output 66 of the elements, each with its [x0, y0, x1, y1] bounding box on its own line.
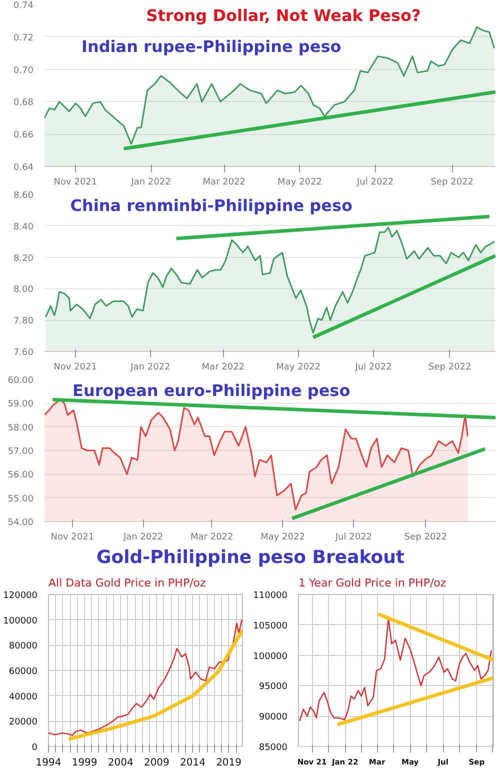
x-tick-label: Sep 2022 [428, 362, 472, 372]
x-tick-label: May 2022 [260, 532, 305, 542]
y-tick-label: 55.00 [8, 494, 34, 504]
x-tick-label: 2014 [180, 758, 206, 768]
y-tick-label: 110000 [253, 591, 288, 601]
x-tick-label: Nov 2021 [50, 532, 94, 542]
y-tick-label: 0.72 [13, 33, 34, 44]
chart-subtitle: All Data Gold Price in PHP/oz [48, 576, 206, 590]
chart-subtitle: 1 Year Gold Price in PHP/oz [298, 576, 446, 590]
y-tick-label: 0.70 [13, 66, 34, 76]
y-tick-label: 90000 [258, 712, 288, 723]
line-series [66, 628, 242, 741]
y-tick-label: 85000 [258, 743, 288, 753]
y-tick-label: 58.00 [8, 423, 34, 434]
x-tick-label: May 2022 [276, 362, 321, 372]
x-tick-label: May 2022 [278, 178, 322, 188]
x-tick-label: Jul 2022 [356, 178, 394, 188]
y-tick-label: 20000 [8, 718, 38, 728]
y-tick-label: 8.60 [13, 191, 34, 201]
x-tick-label: 2009 [144, 758, 170, 768]
y-tick-label: 56.00 [8, 470, 34, 481]
x-tick-label: 2019 [216, 758, 242, 768]
x-tick-label: Nov 2021 [54, 178, 98, 188]
x-tick-label: Mar 2022 [190, 532, 234, 542]
y-tick-label: 0.66 [13, 130, 34, 141]
x-tick-label: Sep 2022 [430, 178, 474, 188]
line-series [48, 619, 242, 736]
x-tick-label: Mar 2022 [202, 362, 245, 372]
y-tick-label: 120000 [3, 591, 38, 601]
y-tick-label: 100000 [253, 652, 288, 662]
y-tick-label: 0.64 [13, 163, 34, 173]
y-tick-label: 59.00 [8, 400, 34, 410]
x-tick-label: Mar 2022 [202, 178, 246, 188]
y-tick-label: 0.68 [13, 98, 34, 108]
y-tick-label: 95000 [258, 682, 288, 692]
x-tick-label: Jan 2022 [130, 178, 171, 188]
y-tick-label: 54.00 [8, 518, 34, 528]
chart-title: Strong Dollar, Not Weak Peso? [146, 6, 421, 26]
y-tick-label: 57.00 [8, 447, 34, 457]
y-tick-label: 60000 [8, 667, 38, 677]
y-tick-label: 8.00 [13, 285, 34, 296]
y-tick-label: 0 [32, 743, 38, 753]
x-tick-label: 2004 [108, 758, 134, 768]
text: Indian rupee-Philippine peso [82, 36, 342, 56]
x-tick-label: Sep 2022 [404, 532, 448, 542]
y-tick-label: 8.40 [13, 222, 34, 232]
y-tick-label: 7.60 [13, 348, 34, 358]
y-tick-label: 40000 [8, 692, 38, 702]
y-tick-label: 8.20 [13, 254, 34, 264]
x-tick-label: 1999 [72, 758, 98, 768]
y-tick-label: 80000 [8, 642, 38, 652]
x-tick-label: Jul 2022 [354, 362, 392, 372]
y-tick-label: 60.00 [8, 376, 34, 386]
x-tick-label: Nov 2021 [54, 362, 97, 372]
y-tick-label: 7.80 [13, 316, 34, 327]
x-tick-label: 1994 [36, 758, 62, 768]
chart-title: China renminbi-Philippine peso [70, 196, 352, 216]
y-tick-label: 100000 [3, 616, 38, 626]
line-series [298, 618, 492, 722]
y-tick-label: 0.74 [13, 1, 34, 11]
x-tick-label: Jan 2022 [130, 362, 170, 372]
chart-title: European euro-Philippine peso [72, 380, 350, 400]
y-tick-label: 105000 [253, 621, 288, 632]
x-tick-label: Jul 2022 [334, 532, 372, 542]
x-tick-label: Jan 2022 [122, 532, 164, 542]
chart-title: Gold-Philippine peso Breakout [95, 546, 406, 570]
